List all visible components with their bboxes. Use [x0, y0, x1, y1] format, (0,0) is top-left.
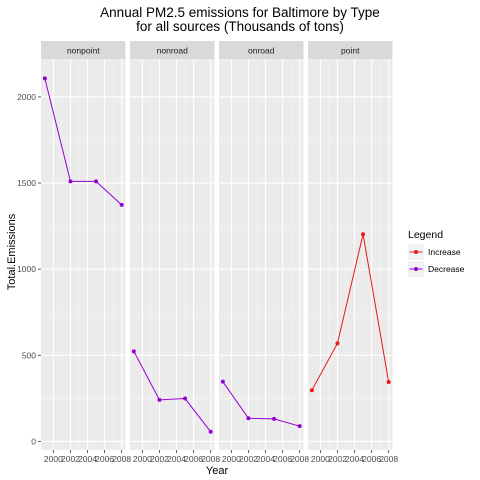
legend-title: Legend	[408, 229, 443, 241]
legend-label-decrease: Decrease	[428, 264, 465, 274]
data-point	[386, 379, 391, 384]
x-tick-label: 2002	[328, 454, 347, 464]
facet-strip-label: nonpoint	[67, 46, 100, 56]
legend-key-point	[414, 250, 418, 254]
data-point	[68, 179, 73, 184]
x-tick-label: 2000	[44, 454, 63, 464]
x-tick-label: 2006	[362, 454, 381, 464]
data-point	[42, 76, 47, 81]
panel-background	[308, 59, 393, 450]
x-tick-label: 2004	[345, 454, 364, 464]
data-point	[131, 349, 136, 354]
y-tick-label: 0	[31, 436, 36, 446]
data-point	[297, 424, 302, 429]
x-tick-label: 2000	[133, 454, 152, 464]
facet-strip	[308, 41, 393, 59]
data-point	[246, 416, 251, 421]
x-tick-label: 2002	[239, 454, 258, 464]
panel-background	[41, 59, 126, 450]
data-point	[220, 379, 225, 384]
x-tick-label: 2004	[167, 454, 186, 464]
facet-strip	[41, 41, 126, 59]
y-axis: 0 500 1000 1500 2000	[17, 92, 41, 446]
facet-strip-label: nonroad	[157, 46, 188, 56]
data-point	[361, 232, 366, 237]
x-tick-label: 2002	[150, 454, 169, 464]
x-tick-label: 2008	[112, 454, 131, 464]
facet-strip-label: onroad	[248, 46, 275, 56]
series-line-onroad	[222, 381, 300, 427]
x-tick-label: 2006	[273, 454, 292, 464]
x-tick-label: 2008	[379, 454, 398, 464]
facet-strip	[219, 41, 304, 59]
x-tick-label: 2008	[201, 454, 220, 464]
series-line-nonpoint	[44, 78, 122, 206]
facet-panels: nonpoint20002002200420062008nonroad20002…	[41, 41, 398, 464]
y-tick-label: 2000	[17, 92, 36, 102]
x-axis-title: Year	[206, 465, 229, 477]
y-tick-label: 500	[22, 350, 36, 360]
x-tick-label: 2006	[184, 454, 203, 464]
facet-strip	[130, 41, 215, 59]
data-point	[157, 397, 162, 402]
y-tick-label: 1500	[17, 178, 36, 188]
facet-strip-label: point	[341, 46, 360, 56]
x-tick-label: 2006	[95, 454, 114, 464]
panel-background	[130, 59, 215, 450]
series-line-point	[311, 234, 390, 391]
panel-background	[219, 59, 304, 450]
y-axis-title: Total.Emissions	[6, 213, 18, 290]
data-point	[119, 202, 124, 207]
data-point	[208, 429, 213, 434]
series-line-nonroad	[133, 351, 212, 433]
x-tick-label: 2008	[290, 454, 309, 464]
data-point	[183, 396, 188, 401]
x-tick-label: 2000	[222, 454, 241, 464]
legend-label-increase: Increase	[428, 247, 461, 257]
legend: Legend Increase Decrease	[408, 229, 465, 277]
data-point	[272, 416, 277, 421]
data-point	[309, 388, 314, 393]
x-tick-label: 2002	[61, 454, 80, 464]
data-point	[94, 179, 99, 184]
y-tick-label: 1000	[17, 264, 36, 274]
x-tick-label: 2004	[78, 454, 97, 464]
data-point	[335, 341, 340, 346]
x-tick-label: 2000	[311, 454, 330, 464]
x-tick-label: 2004	[256, 454, 275, 464]
chart-title: Annual PM2.5 emissions for Baltimore by …	[100, 5, 380, 20]
legend-key-point	[414, 267, 418, 271]
chart-subtitle: for all sources (Thousands of tons)	[136, 19, 344, 34]
